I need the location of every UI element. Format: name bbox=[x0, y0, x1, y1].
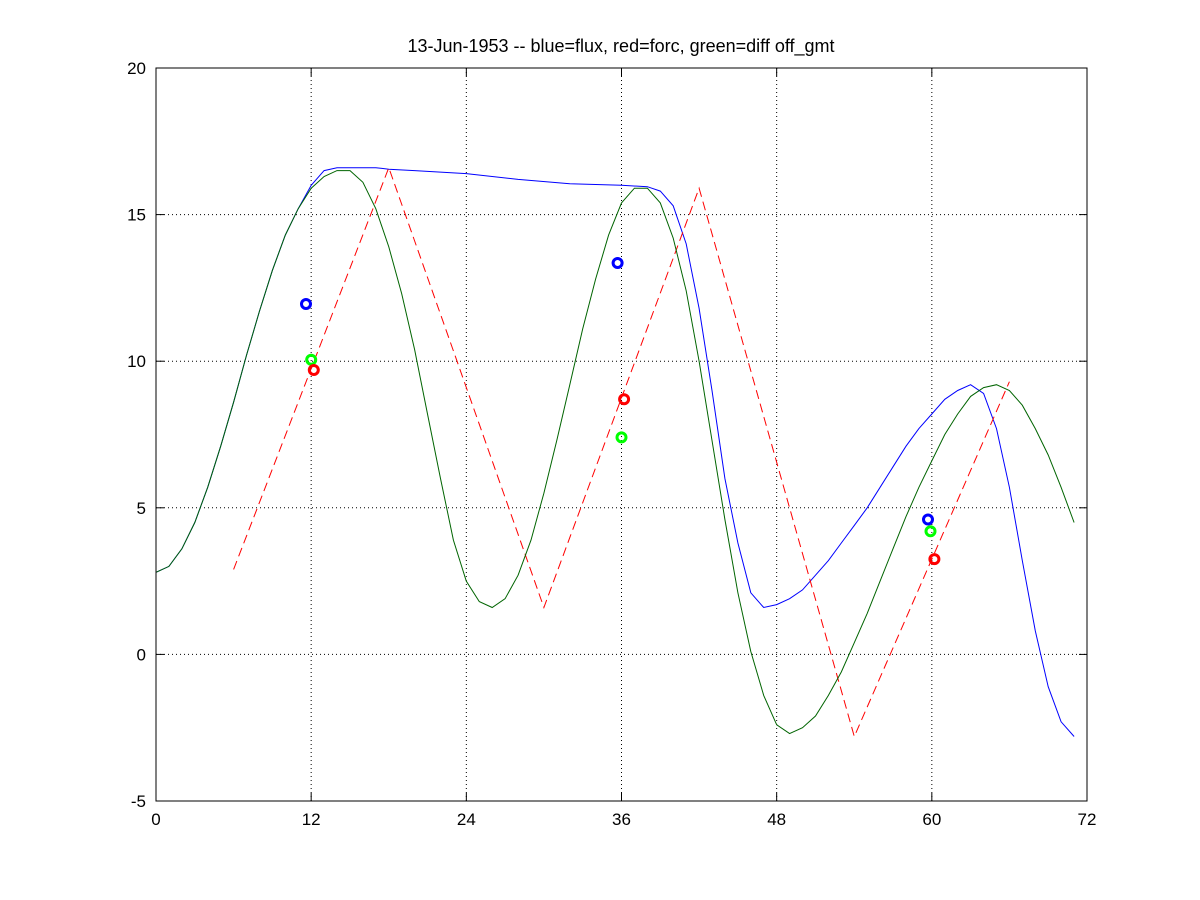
x-tick-label: 60 bbox=[922, 810, 941, 829]
data-point-marker bbox=[307, 364, 320, 376]
y-tick-label: 10 bbox=[127, 352, 146, 371]
data-point-marker bbox=[300, 298, 312, 310]
data-point-marker bbox=[615, 431, 628, 444]
x-tick-label: 48 bbox=[767, 810, 786, 829]
series-line-1 bbox=[233, 166, 1010, 738]
x-tick-label: 24 bbox=[457, 810, 476, 829]
data-point-marker bbox=[928, 553, 941, 566]
series-group bbox=[155, 166, 1075, 738]
x-tick-label: 0 bbox=[151, 810, 160, 829]
x-tick-label: 36 bbox=[612, 810, 631, 829]
y-tick-label: 15 bbox=[127, 206, 146, 225]
data-point-marker bbox=[924, 525, 937, 538]
y-tick-label: 0 bbox=[137, 645, 146, 664]
data-point-marker bbox=[611, 257, 624, 269]
y-tick-label: 20 bbox=[127, 59, 146, 78]
chart-title: 13-Jun-1953 -- blue=flux, red=forc, gree… bbox=[407, 36, 834, 57]
y-tick-label: 5 bbox=[137, 499, 146, 518]
marker-group bbox=[300, 257, 941, 566]
data-point-marker bbox=[922, 513, 934, 526]
x-tick-label: 72 bbox=[1078, 810, 1097, 829]
y-tick-label: -5 bbox=[131, 792, 146, 811]
axis-ticks: 0 12 24 36 48 60 72 -5 0 5 10 15 20 bbox=[127, 59, 1096, 829]
data-point-marker bbox=[618, 393, 631, 406]
data-point-marker bbox=[305, 353, 318, 366]
x-tick-label: 12 bbox=[302, 810, 321, 829]
series-line-2 bbox=[155, 170, 1075, 735]
plot-area bbox=[156, 68, 1087, 801]
